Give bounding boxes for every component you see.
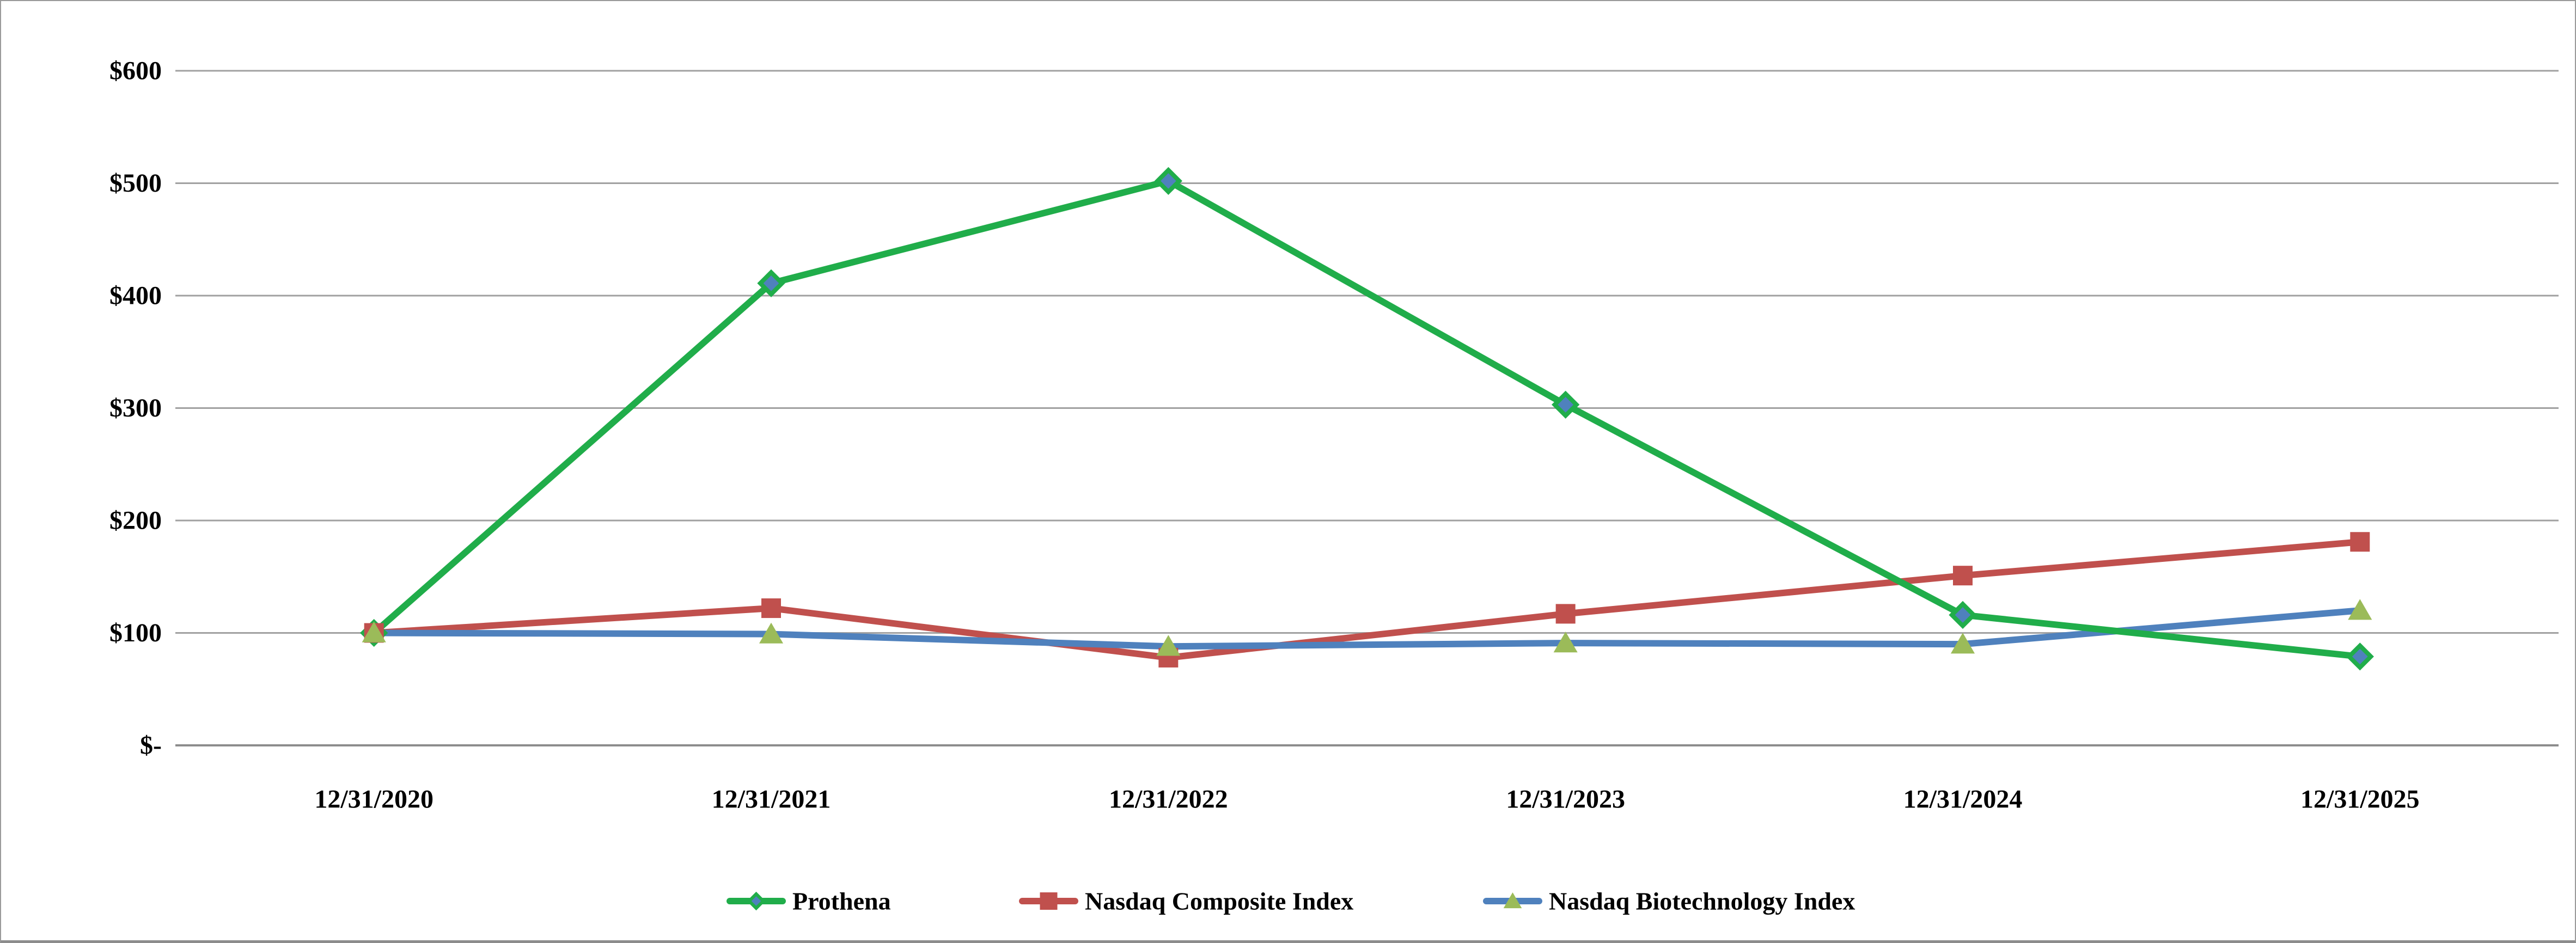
series-nasdaq-biotechnology-index-triangle-marker <box>759 622 784 644</box>
y-axis-tick-label: $500 <box>109 169 162 198</box>
legend-triangle-marker <box>1503 892 1522 909</box>
series-nasdaq-biotechnology-index-triangle-marker <box>2348 599 2372 620</box>
y-axis-tick-label: $600 <box>109 57 162 85</box>
series-prothena-diamond-marker <box>757 269 785 297</box>
series-line-nasdaq-composite-index <box>374 538 2360 661</box>
x-axis-tick-label: 12/31/2022 <box>1109 785 1228 814</box>
series-nasdaq-biotechnology-index-triangle-marker <box>362 621 386 642</box>
series-nasdaq-composite-index-square-marker <box>1555 604 1576 624</box>
series-prothena-diamond-marker <box>1154 167 1182 195</box>
series-nasdaq-biotechnology-index-triangle-marker <box>1156 635 1181 656</box>
legend-label: Prothena <box>792 887 891 915</box>
legend-diamond-marker <box>747 891 766 911</box>
x-axis-tick-label: 12/31/2021 <box>712 785 831 814</box>
series-nasdaq-biotechnology-index-triangle-marker <box>1553 632 1578 653</box>
y-axis-tick-label: $100 <box>109 619 162 647</box>
y-axis-tick-label: $300 <box>109 394 162 422</box>
series-prothena-diamond-marker <box>1552 390 1580 419</box>
x-axis-tick-label: 12/31/2023 <box>1506 785 1625 814</box>
x-axis-tick-label: 12/31/2024 <box>1903 785 2023 814</box>
series-nasdaq-biotechnology-index-triangle-marker <box>1950 633 1975 654</box>
series-line-prothena <box>371 177 2360 660</box>
legend-label: Nasdaq Composite Index <box>1085 887 1353 915</box>
x-axis-tick-label: 12/31/2025 <box>2300 785 2420 814</box>
series-nasdaq-composite-index-square-marker <box>2350 532 2370 552</box>
x-axis-tick-label: 12/31/2020 <box>314 785 434 814</box>
y-axis-tick-label: $- <box>140 731 162 760</box>
y-axis-tick-label: $200 <box>109 506 162 535</box>
series-prothena-diamond-marker <box>1949 601 1977 629</box>
series-line-nasdaq-biotechnology-index <box>374 607 2360 650</box>
legend-label: Nasdaq Biotechnology Index <box>1549 887 1855 915</box>
series-nasdaq-composite-index-square-marker <box>761 598 781 619</box>
legend-square-marker <box>1040 892 1058 910</box>
series-prothena-diamond-marker <box>2346 642 2374 671</box>
y-axis-tick-label: $400 <box>109 281 162 310</box>
series-nasdaq-composite-index-square-marker <box>1953 566 1973 586</box>
